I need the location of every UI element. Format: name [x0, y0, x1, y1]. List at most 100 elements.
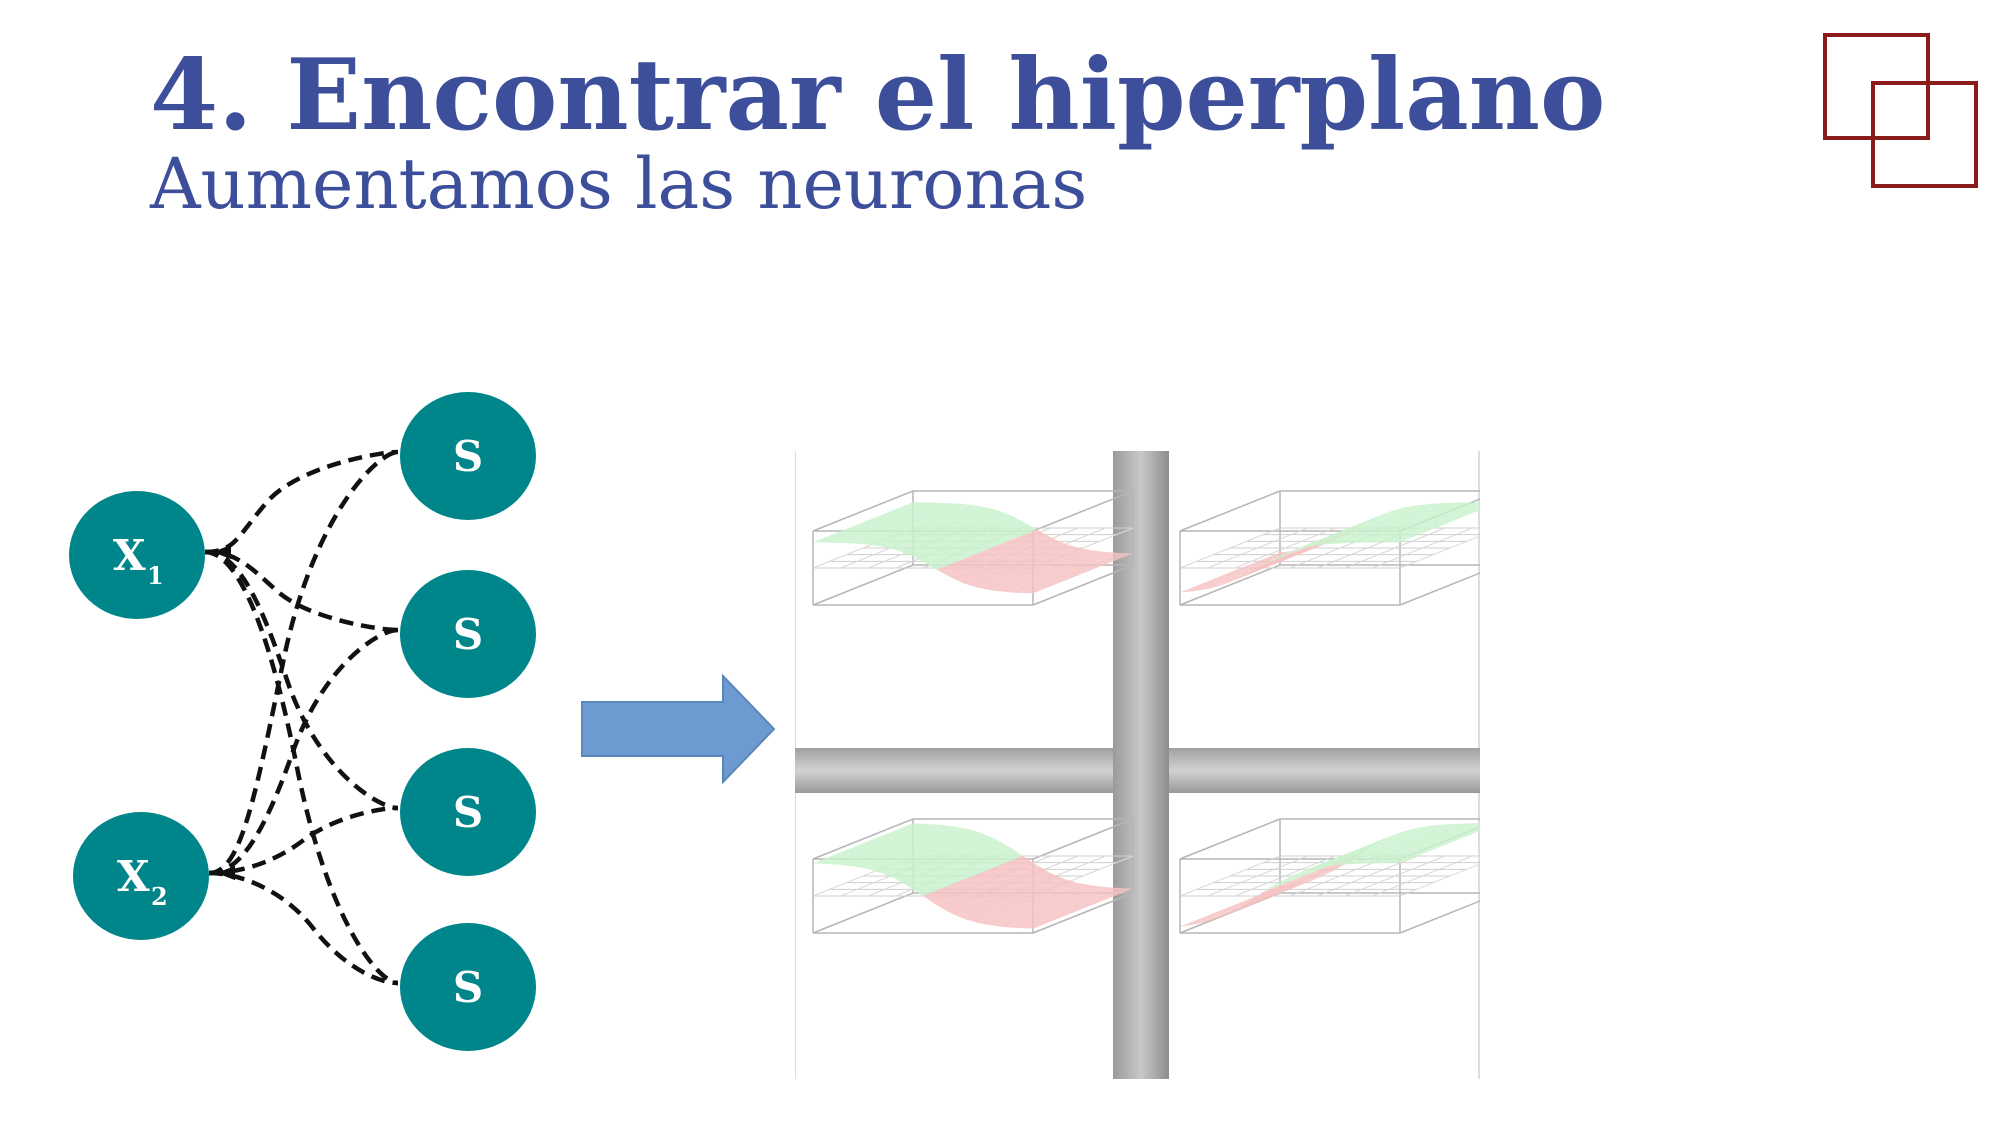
surface-patch	[1046, 557, 1067, 563]
surface-patch	[983, 512, 1003, 520]
grid-line	[1317, 855, 1418, 897]
surface-patch	[896, 517, 917, 521]
surface-patch	[1285, 550, 1305, 560]
surface-patch	[1000, 890, 1021, 899]
surface-patch	[1302, 540, 1323, 547]
surface-patch	[1386, 513, 1407, 518]
surface-patch	[1447, 509, 1468, 513]
surface-patch	[1236, 566, 1257, 570]
surface-patch	[883, 517, 903, 521]
surface-patch	[859, 532, 880, 536]
surface-patch	[941, 828, 962, 835]
surface-patch	[1436, 519, 1457, 523]
surface-patch	[906, 860, 927, 870]
surface-patch	[899, 854, 920, 861]
surface-patch	[1378, 858, 1399, 861]
surface-patch	[1353, 845, 1374, 852]
surface-patch	[1322, 857, 1343, 864]
surface-patch	[1415, 838, 1435, 842]
surface-patch	[920, 537, 941, 545]
surface-patch	[1010, 580, 1031, 585]
surface-patch	[983, 908, 1003, 916]
surface-patch	[889, 836, 910, 840]
surface-patch	[1038, 875, 1058, 884]
surface-patch	[1398, 508, 1419, 513]
surface-patch	[1336, 533, 1357, 538]
surface-patch	[1021, 902, 1042, 909]
surface-patch	[1297, 545, 1318, 555]
input-node-subscript: 2	[151, 882, 168, 911]
surface-patch	[953, 866, 973, 879]
surface-patch	[1024, 917, 1045, 921]
surface-patch	[985, 868, 1006, 881]
surface-patch	[826, 861, 847, 865]
surface-patch	[923, 513, 943, 518]
surface-patch	[888, 541, 908, 548]
surface-patch	[1273, 551, 1294, 555]
surface-patch	[920, 502, 941, 506]
surface-patch	[978, 920, 998, 926]
surface-patch	[1403, 848, 1424, 851]
surface-patch	[1352, 843, 1373, 852]
sigmoid-plots-panel	[795, 451, 1480, 1079]
surface-patch	[954, 546, 975, 558]
surface-patch	[1015, 570, 1036, 576]
surface-patch	[1386, 860, 1407, 864]
surface-patch	[1018, 584, 1038, 588]
surface-patch	[915, 510, 936, 514]
surface-patch	[1296, 877, 1317, 887]
surface-patch	[846, 859, 867, 864]
surface-patch	[825, 534, 846, 538]
surface-patch	[964, 849, 985, 860]
surface-patch	[948, 503, 968, 508]
surface-patch	[1436, 840, 1457, 844]
surface-patch	[1395, 520, 1415, 524]
surface-patch	[1186, 919, 1207, 925]
surface-patch	[1255, 559, 1275, 571]
surface-patch	[988, 559, 1008, 569]
surface-patch	[1211, 576, 1232, 580]
box-edge	[812, 892, 914, 934]
surface-patch	[1410, 524, 1430, 528]
surface-patch	[1365, 515, 1385, 522]
surface-patch	[1360, 520, 1380, 526]
surface-patch	[1420, 831, 1440, 835]
surface-patch	[986, 547, 1007, 558]
surface-patch	[920, 866, 941, 877]
surface-patch	[1407, 836, 1428, 840]
surface-patch	[1267, 554, 1288, 566]
surface-patch	[1340, 848, 1360, 857]
grid-line	[1399, 863, 1480, 897]
surface-patch	[1440, 828, 1460, 832]
surface-patch	[1368, 846, 1389, 851]
surface-patch	[1391, 853, 1412, 856]
surface-patch	[955, 895, 976, 906]
surface-patch	[1438, 823, 1459, 827]
surface-patch	[1367, 843, 1388, 848]
surface-patch	[995, 568, 1016, 576]
surface-patch	[1094, 560, 1115, 564]
surface-patch	[1291, 876, 1312, 888]
surface-patch	[1277, 885, 1298, 895]
surface-patch	[926, 864, 947, 875]
surface-patch	[1440, 507, 1460, 511]
surface-patch	[1346, 522, 1367, 530]
surface-patch	[980, 549, 1001, 560]
surface-patch	[901, 509, 922, 513]
surface-patch	[1248, 889, 1269, 902]
surface-patch	[870, 522, 891, 526]
surface-patch	[844, 527, 865, 530]
surface-patch	[915, 832, 936, 837]
surface-patch	[883, 838, 903, 843]
surface-patch	[1402, 522, 1423, 526]
surface-patch	[1248, 561, 1269, 565]
surface-patch	[1391, 532, 1412, 535]
connection-edge	[208, 805, 399, 876]
surface-patch	[1015, 905, 1036, 911]
surface-patch	[1035, 570, 1056, 575]
surface-patch	[1019, 925, 1040, 929]
surface-patch	[1345, 540, 1365, 544]
surface-patch	[1113, 552, 1133, 556]
surface-patch	[1330, 858, 1350, 863]
surface-patch	[1266, 886, 1287, 898]
